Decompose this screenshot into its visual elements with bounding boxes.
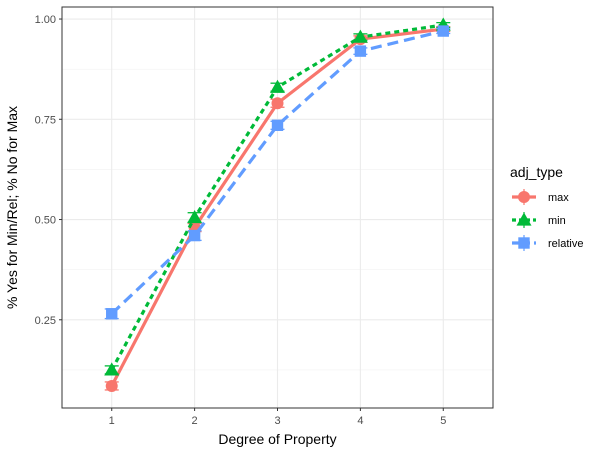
y-axis-title: % Yes for Min/Rel; % No for Max (4, 106, 20, 309)
legend-key-marker (518, 191, 530, 203)
x-tick-label: 1 (109, 415, 115, 427)
y-tick-label: 0.25 (35, 315, 56, 327)
data-point (271, 119, 284, 131)
data-point (270, 79, 285, 93)
y-tick-label: 0.50 (35, 215, 56, 227)
legend-label: min (548, 215, 566, 227)
legend-label: relative (548, 238, 583, 250)
y-tick-label: 1.00 (35, 14, 56, 26)
x-tick-label: 2 (192, 415, 198, 427)
legend-item-relative: relative (512, 235, 583, 251)
x-tick-label: 4 (357, 415, 363, 427)
series-layer (104, 17, 451, 392)
major-gridlines (62, 7, 493, 408)
data-point (105, 379, 118, 392)
legend-key-marker (516, 212, 532, 226)
y-tick-label: 0.75 (35, 114, 56, 126)
data-point (271, 97, 284, 110)
legend-item-max: max (512, 189, 569, 205)
series-line-relative (110, 29, 444, 315)
legend-key-marker (518, 237, 530, 249)
data-point (354, 45, 367, 57)
data-point (352, 29, 368, 43)
data-point (437, 25, 449, 37)
legend-title: adj_type (510, 164, 563, 180)
data-point (106, 308, 118, 320)
series-relative (104, 25, 451, 320)
x-tick-label: 5 (440, 415, 446, 427)
legend-item-min: min (512, 212, 566, 228)
data-point (188, 229, 201, 242)
data-point (187, 210, 203, 224)
x-tick-label: 3 (274, 415, 280, 427)
x-axis-title: Degree of Property (218, 431, 336, 447)
data-point (104, 362, 120, 376)
legend-label: max (548, 192, 569, 204)
legend: adj_type max min relative (510, 164, 583, 251)
axis-ticks: 0.25 0.50 0.75 1.00 1 2 3 4 5 (35, 14, 447, 427)
